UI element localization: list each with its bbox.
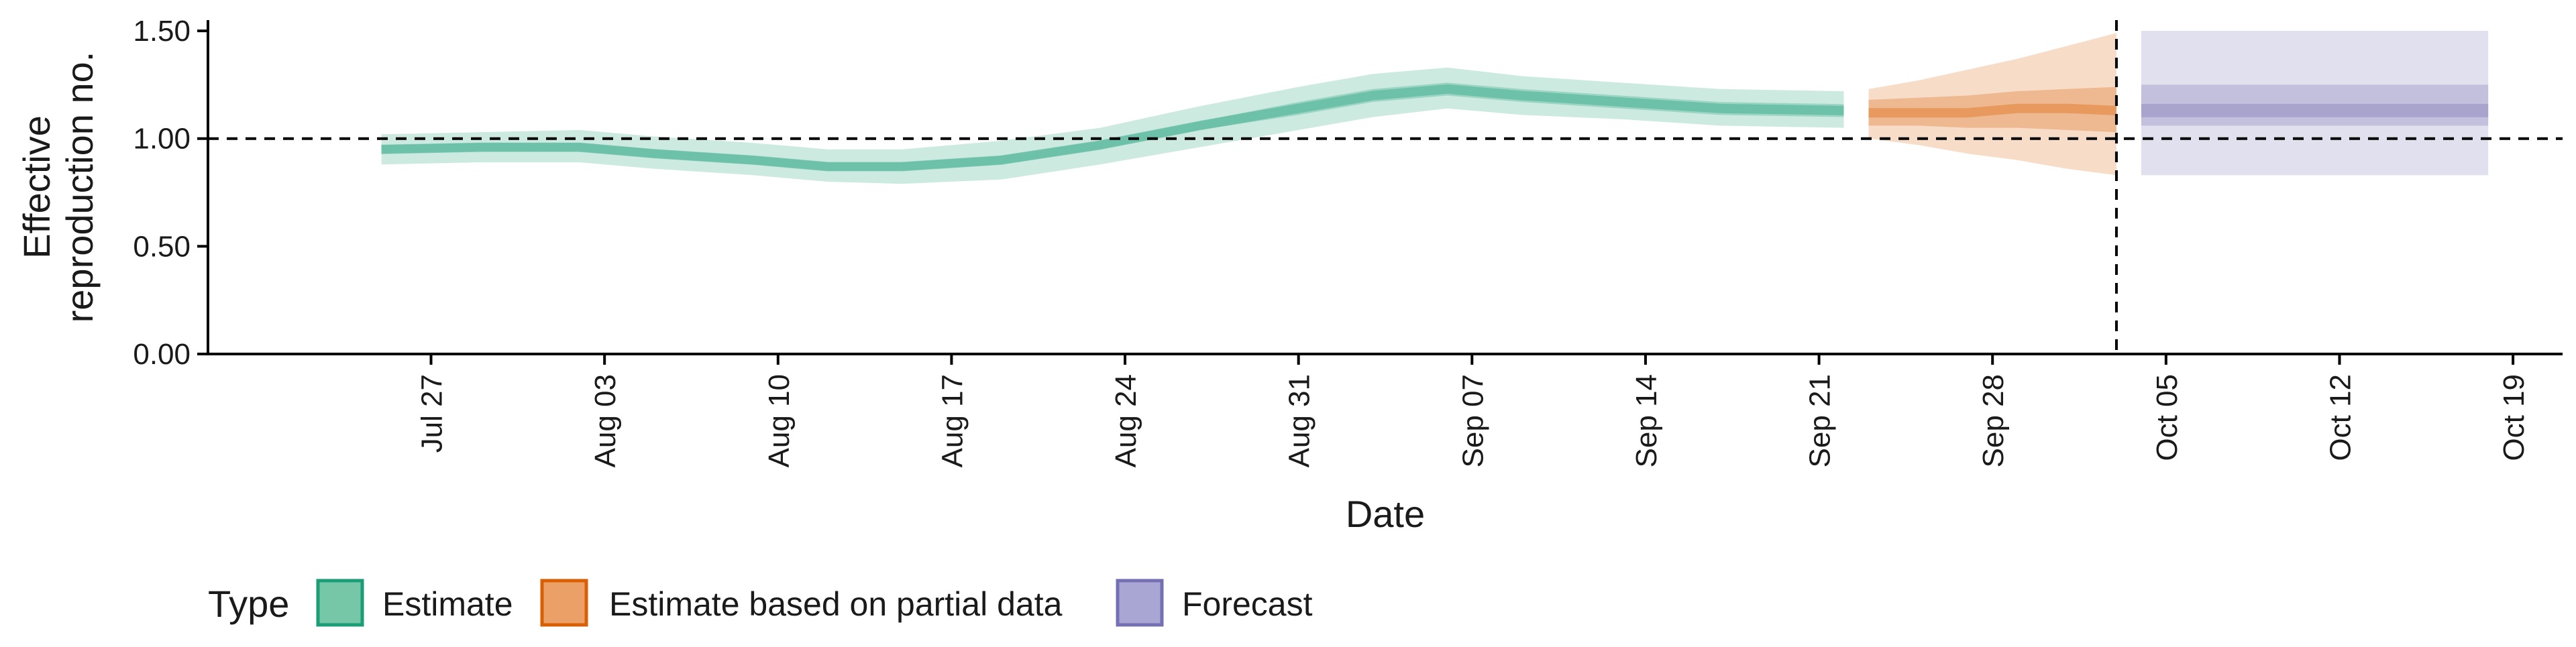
x-tick-label: Aug 10: [763, 374, 796, 467]
band-ci90-2: [2141, 31, 2489, 176]
legend-key-0: [316, 579, 364, 627]
x-tick-label: Oct 12: [2324, 374, 2357, 461]
x-tick-label: Aug 31: [1283, 374, 1316, 467]
reference-line-layer: [208, 20, 2563, 354]
y-tick-label: 1.00: [133, 123, 191, 156]
y-tick-label: 1.50: [133, 15, 191, 48]
x-tick-label: Aug 03: [589, 374, 622, 467]
x-tick-label: Jul 27: [416, 374, 449, 453]
axes-layer: 0.00 0.50 1.00 1.50 Jul 27 Aug 03 Aug 10 Aug 17…: [15, 15, 2563, 535]
median-line-0: [381, 84, 1844, 172]
median-line-1: [1868, 103, 2117, 118]
x-tick-label: Oct 19: [2498, 374, 2530, 461]
y-tick-label: 0.00: [133, 338, 191, 371]
x-tick-label: Oct 05: [2151, 374, 2184, 461]
x-axis-title: Date: [1346, 493, 1425, 535]
x-tick-label: Aug 17: [936, 374, 969, 467]
x-tick-label: Aug 24: [1110, 374, 1142, 467]
band-ci50-2: [2141, 84, 2489, 126]
x-tick-label: Sep 28: [1977, 374, 2010, 467]
legend-label-1: Estimate based on partial data: [609, 585, 1063, 623]
legend: Type Estimate Estimate based on partial da…: [208, 579, 1313, 627]
legend-label-0: Estimate: [382, 585, 513, 623]
median-line-layer: [381, 84, 2489, 172]
legend-title: Type: [208, 583, 289, 625]
x-tick-label: Sep 14: [1630, 374, 1663, 467]
legend-label-2: Forecast: [1182, 585, 1313, 623]
y-axis-title-line1: Effective: [15, 115, 58, 259]
y-axis-title-line2: reproduction no.: [58, 52, 101, 323]
x-tick-label: Sep 07: [1456, 374, 1489, 467]
legend-key-1: [540, 579, 588, 627]
x-tick-label: Sep 21: [1804, 374, 1837, 467]
band-ci50-1: [1868, 86, 2116, 133]
band-ci90-0: [381, 67, 1844, 184]
legend-key-2: [1116, 579, 1164, 627]
y-tick-label: 0.50: [133, 230, 191, 263]
